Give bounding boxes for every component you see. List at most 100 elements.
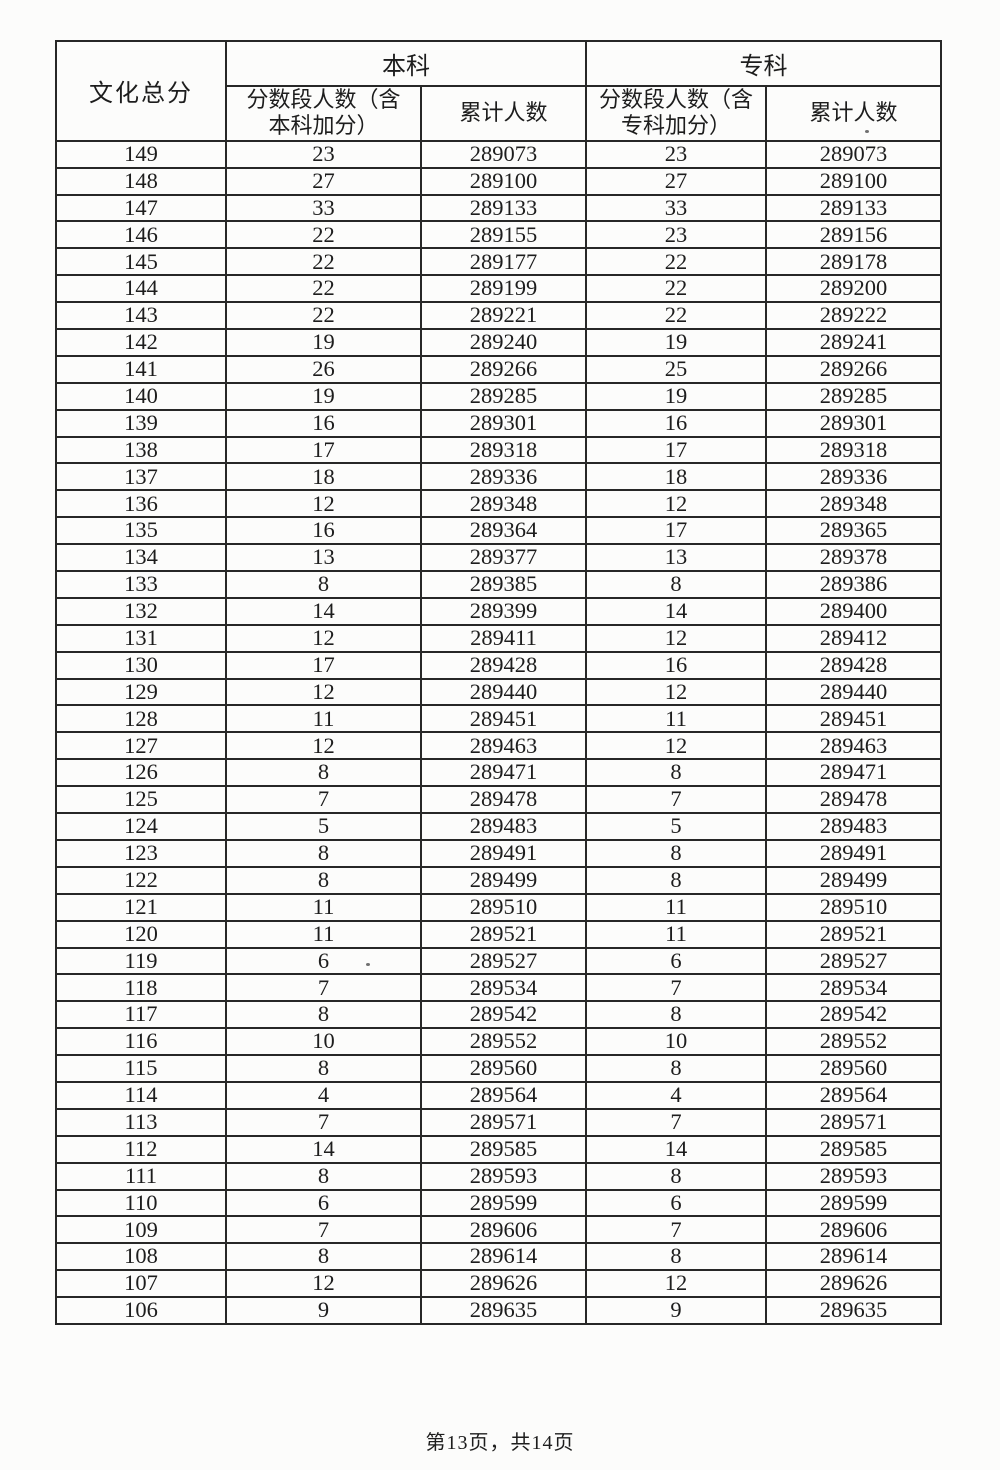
score-cell: 139 [55,408,227,438]
zhuanke-segment-count-cell: 33 [585,193,767,223]
table-row: 117 8 289542 8 289542 [55,1000,942,1030]
benke-segment-count-cell: 7 [225,1215,422,1245]
zhuanke-segment-count-header: 分数段人数（含 专科加分） [585,85,767,142]
benke-segment-count-cell: 12 [225,731,422,761]
score-cell: 118 [55,973,227,1003]
table-row: 112 14 289585 14 289585 [55,1134,942,1164]
table-row: 130 17 289428 16 289428 [55,650,942,680]
zhuanke-segment-count-cell: 14 [585,596,767,626]
table-row: 122 8 289499 8 289499 [55,865,942,895]
zhuanke-group-header: 专科 [585,40,942,87]
benke-cumulative-count-cell: 289471 [420,758,587,788]
zhuanke-cumulative-count-cell: 289614 [765,1242,942,1272]
zhuanke-segment-count-cell: 8 [585,1161,767,1191]
zhuanke-cumulative-count-cell: 289626 [765,1269,942,1299]
score-cell: 125 [55,785,227,815]
zhuanke-cumulative-count-cell: 289564 [765,1080,942,1110]
zhuanke-cumulative-count-cell: 289156 [765,220,942,250]
score-cell: 136 [55,489,227,519]
benke-cumulative-count-cell: 289542 [420,1000,587,1030]
zhuanke-cumulative-count-cell: 289483 [765,812,942,841]
table-row: 143 22 289221 22 289222 [55,301,942,331]
score-cell: 148 [55,166,227,196]
score-cell: 133 [55,570,227,599]
zhuanke-cumulative-count-cell: 289241 [765,328,942,357]
score-cell: 146 [55,220,227,250]
zhuanke-segment-count-cell: 12 [585,731,767,761]
benke-cumulative-count-cell: 289463 [420,731,587,761]
scan-speck [366,963,370,966]
benke-segment-count-cell: 16 [225,516,422,546]
zhuanke-cumulative-count-cell: 289365 [765,516,942,546]
zhuanke-cumulative-count-cell: 289534 [765,973,942,1003]
zhuanke-cumulative-count-cell: 289491 [765,838,942,868]
benke-cumulative-count-cell: 289100 [420,166,587,196]
benke-cumulative-count-cell: 289510 [420,892,587,922]
benke-cumulative-count-cell: 289428 [420,650,587,680]
benke-segment-count-cell: 11 [225,892,422,922]
benke-segment-count-cell: 8 [225,838,422,868]
benke-cumulative-count-cell: 289635 [420,1296,587,1325]
zhuanke-cumulative-count-cell: 289571 [765,1107,942,1137]
benke-cumulative-count-cell: 289411 [420,623,587,653]
zhuanke-segment-count-cell: 8 [585,570,767,599]
benke-segment-count-cell: 23 [225,139,422,169]
benke-cumulative-count-cell: 289377 [420,543,587,573]
score-cell: 129 [55,677,227,707]
table-row: 121 11 289510 11 289510 [55,892,942,922]
score-cell: 147 [55,193,227,223]
table-row: 144 22 289199 22 289200 [55,274,942,304]
zhuanke-segment-count-cell: 22 [585,247,767,277]
table-row: 146 22 289155 23 289156 [55,220,942,250]
zhuanke-segment-count-cell: 11 [585,704,767,734]
benke-cumulative-count-cell: 289301 [420,408,587,438]
table-row: 149 23 289073 23 289073 [55,139,942,169]
table-row: 142 19 289240 19 289241 [55,328,942,357]
benke-segment-count-cell: 14 [225,596,422,626]
score-cell: 111 [55,1161,227,1191]
zhuanke-segment-count-cell: 12 [585,677,767,707]
benke-cumulative-count-cell: 289534 [420,973,587,1003]
benke-segment-count-cell: 12 [225,489,422,519]
zhuanke-segment-count-cell: 12 [585,623,767,653]
benke-cumulative-count-cell: 289491 [420,838,587,868]
zhuanke-cumulative-count-cell: 289635 [765,1296,942,1325]
benke-cumulative-count-cell: 289385 [420,570,587,599]
zhuanke-cumulative-count-cell: 289336 [765,462,942,492]
zhuanke-cumulative-count-cell: 289378 [765,543,942,573]
score-column-header: 文化总分 [55,40,227,142]
zhuanke-segment-count-cell: 11 [585,919,767,949]
table-row: 128 11 289451 11 289451 [55,704,942,734]
table-row: 115 8 289560 8 289560 [55,1054,942,1083]
table-row: 110 6 289599 6 289599 [55,1188,942,1218]
table-row: 107 12 289626 12 289626 [55,1269,942,1299]
zhuanke-segment-count-cell: 4 [585,1080,767,1110]
zhuanke-segment-count-cell: 8 [585,1000,767,1030]
score-cell: 124 [55,812,227,841]
score-cell: 126 [55,758,227,788]
table-row: 139 16 289301 16 289301 [55,408,942,438]
score-cell: 122 [55,865,227,895]
zhuanke-segment-count-cell: 23 [585,220,767,250]
benke-segment-count-cell: 13 [225,543,422,573]
score-cell: 131 [55,623,227,653]
benke-segment-count-cell: 12 [225,677,422,707]
benke-cumulative-count-cell: 289564 [420,1080,587,1110]
table-header: 文化总分 本科 专科 分数段人数（含 本科加分） 累计人数 分数段人数（含 专科… [55,40,942,142]
zhuanke-cumulative-count-cell: 289400 [765,596,942,626]
benke-cumulative-count-cell: 289221 [420,301,587,331]
zhuanke-cumulative-count-cell: 289510 [765,892,942,922]
zhuanke-cumulative-count-cell: 289521 [765,919,942,949]
benke-segment-count-cell: 19 [225,381,422,411]
benke-segment-count-cell: 7 [225,785,422,815]
table-row: 127 12 289463 12 289463 [55,731,942,761]
group-header-row: 文化总分 本科 专科 [55,40,942,142]
table-row: 125 7 289478 7 289478 [55,785,942,815]
zhuanke-segment-count-cell: 9 [585,1296,767,1325]
benke-segment-count-cell: 22 [225,220,422,250]
benke-segment-count-cell: 18 [225,462,422,492]
zhuanke-cumulative-count-cell: 289285 [765,381,942,411]
zhuanke-segment-count-cell: 16 [585,650,767,680]
benke-segment-count-cell: 8 [225,1242,422,1272]
zhuanke-cumulative-count-cell: 289073 [765,139,942,169]
